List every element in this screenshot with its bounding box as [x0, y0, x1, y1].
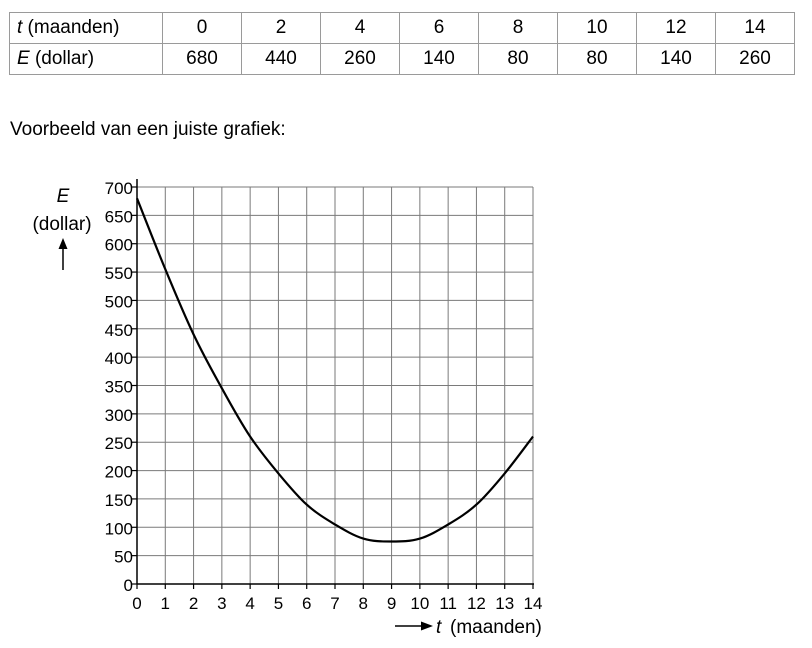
axes — [132, 179, 534, 589]
table-cell: 680 — [162, 43, 242, 75]
x-tick-label: 11 — [439, 594, 457, 613]
x-tick-label: 5 — [274, 594, 283, 613]
x-axis-unit: (maanden) — [450, 617, 542, 638]
series — [135, 197, 534, 543]
table-row-t: t (maanden) 0 2 4 6 8 10 12 14 — [9, 12, 795, 44]
y-tick-label: 150 — [105, 491, 133, 510]
y-tick-label: 700 — [105, 179, 133, 198]
x-tick-labels: 0 1 2 3 4 5 6 7 8 9 10 11 12 13 14 — [132, 594, 542, 613]
x-tick-label: 10 — [410, 594, 429, 613]
variable-t: t — [17, 17, 23, 38]
y-tick-label: 100 — [105, 519, 133, 538]
series-line — [135, 197, 534, 543]
table-cell: 8 — [478, 12, 558, 44]
y-tick-label: 250 — [105, 434, 133, 453]
table-cell: 0 — [162, 12, 242, 44]
y-tick-label: 300 — [105, 406, 133, 425]
y-tick-label: 500 — [105, 292, 133, 311]
x-tick-label: 4 — [245, 594, 254, 613]
table-cell: 12 — [636, 12, 716, 44]
row-header-e: E (dollar) — [9, 43, 163, 75]
unit-e: (dollar) — [29, 48, 95, 69]
unit-t: (maanden) — [22, 17, 120, 38]
y-tick-label: 450 — [105, 321, 133, 340]
y-tick-label: 50 — [114, 548, 133, 567]
y-axis-arrow — [58, 238, 68, 270]
x-tick-label: 14 — [524, 594, 543, 613]
table-cell: 14 — [715, 12, 795, 44]
table-cell: 80 — [478, 43, 558, 75]
y-tick-label: 650 — [105, 207, 133, 226]
x-tick-label: 1 — [161, 594, 170, 613]
y-tick-label: 550 — [105, 264, 133, 283]
table-row-e: E (dollar) 680 440 260 140 80 80 140 260 — [9, 43, 795, 75]
chart-caption: Voorbeeld van een juiste grafiek: — [10, 119, 286, 140]
y-tick-label: 0 — [124, 576, 133, 595]
x-axis-var: t — [436, 617, 442, 638]
row-header-t: t (maanden) — [9, 12, 163, 44]
y-tick-label: 400 — [105, 349, 133, 368]
table-cell: 260 — [320, 43, 400, 75]
data-table: t (maanden) 0 2 4 6 8 10 12 14 E (dollar… — [9, 12, 795, 75]
table-cell: 260 — [715, 43, 795, 75]
x-tick-label: 12 — [467, 594, 486, 613]
x-tick-label: 13 — [495, 594, 514, 613]
table-cell: 80 — [557, 43, 637, 75]
table-cell: 140 — [399, 43, 479, 75]
y-axis-var: E — [57, 186, 70, 207]
grid — [137, 186, 534, 584]
y-tick-label: 600 — [105, 236, 133, 255]
y-axis-unit: (dollar) — [32, 214, 91, 235]
x-axis-arrow — [395, 621, 433, 631]
x-tick-label: 7 — [330, 594, 339, 613]
x-tick-label: 0 — [132, 594, 141, 613]
x-tick-label: 2 — [189, 594, 198, 613]
y-tick-label: 350 — [105, 378, 133, 397]
x-tick-label: 9 — [387, 594, 396, 613]
table-cell: 440 — [241, 43, 321, 75]
x-tick-label: 6 — [302, 594, 311, 613]
variable-e: E — [17, 48, 30, 69]
table-cell: 140 — [636, 43, 716, 75]
table-cell: 2 — [241, 12, 321, 44]
y-tick-labels: 0 50 100 150 200 250 300 350 400 450 500 550 600 650 7… — [105, 179, 133, 595]
y-tick-label: 200 — [105, 463, 133, 482]
x-tick-label: 3 — [217, 594, 226, 613]
x-tick-label: 8 — [359, 594, 368, 613]
